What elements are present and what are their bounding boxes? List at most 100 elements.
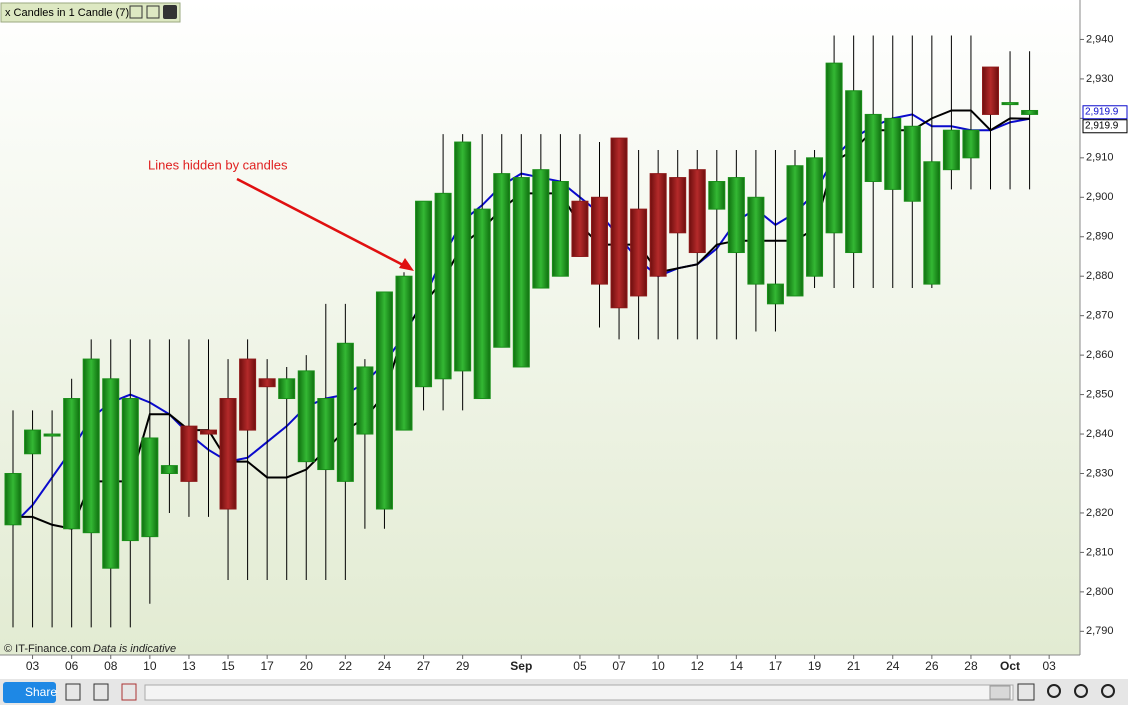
x-tick-label: 24 bbox=[886, 659, 900, 673]
candle-body bbox=[903, 125, 921, 202]
candle-body bbox=[219, 398, 237, 510]
candle-body bbox=[278, 378, 296, 400]
scroll-thumb[interactable] bbox=[989, 685, 1011, 700]
indicator-header[interactable] bbox=[0, 2, 181, 23]
note-text: Data is indicative bbox=[93, 643, 176, 655]
candle-body bbox=[121, 398, 139, 542]
candle-body bbox=[649, 173, 667, 277]
candle-body bbox=[239, 358, 257, 431]
x-tick-label: 28 bbox=[964, 659, 978, 673]
y-tick-label: 2,900 bbox=[1086, 191, 1114, 203]
candle-body bbox=[4, 472, 22, 526]
candle-body bbox=[160, 465, 178, 474]
toolbar-icon[interactable] bbox=[93, 683, 109, 701]
x-axis-area bbox=[0, 655, 1128, 679]
window-icon[interactable] bbox=[146, 5, 160, 19]
candle-body bbox=[591, 196, 608, 285]
candle-body bbox=[766, 283, 784, 305]
plot-area bbox=[0, 0, 1080, 655]
x-tick-label: 13 bbox=[182, 659, 196, 673]
scrollbar[interactable] bbox=[144, 684, 1014, 701]
indicator-title: x Candles in 1 Candle (7) bbox=[5, 7, 129, 19]
candle-body bbox=[982, 66, 999, 115]
arrow bbox=[236, 177, 406, 268]
candle-body bbox=[1001, 102, 1019, 106]
x-tick-label: 10 bbox=[143, 659, 157, 673]
candle-body bbox=[806, 157, 824, 277]
share-button[interactable] bbox=[3, 682, 56, 703]
arrow-head bbox=[399, 258, 414, 271]
toolbar-icon[interactable] bbox=[65, 683, 81, 701]
candle-body bbox=[336, 342, 354, 482]
share-label: Share bbox=[25, 685, 57, 699]
x-tick-label: 06 bbox=[65, 659, 79, 673]
candle-body bbox=[669, 177, 687, 234]
y-tick-label: 2,910 bbox=[1086, 152, 1114, 164]
x-tick-label: 19 bbox=[808, 659, 822, 673]
candle-body bbox=[395, 275, 413, 431]
candle-body bbox=[63, 398, 81, 530]
toolbar-icon[interactable] bbox=[1017, 683, 1035, 701]
candle-body bbox=[258, 378, 276, 388]
candle-body bbox=[845, 90, 863, 254]
settings-icon[interactable] bbox=[129, 5, 143, 19]
y-tick-label: 2,840 bbox=[1086, 428, 1114, 440]
x-tick-label: 22 bbox=[339, 659, 353, 673]
last-value-box bbox=[1082, 119, 1128, 134]
x-tick-label: 29 bbox=[456, 659, 470, 673]
candle-body bbox=[297, 370, 315, 463]
x-tick-label: 08 bbox=[104, 659, 118, 673]
candle-body bbox=[493, 173, 511, 348]
x-tick-label: 12 bbox=[691, 659, 705, 673]
candle-body bbox=[317, 398, 335, 471]
y-tick-label: 2,890 bbox=[1086, 231, 1114, 243]
candle-body bbox=[962, 129, 980, 159]
candle-body bbox=[532, 169, 550, 289]
candle-body bbox=[1021, 109, 1039, 115]
annotation: Lines hidden by candles bbox=[148, 157, 414, 271]
y-tick-label: 2,880 bbox=[1086, 270, 1114, 282]
candle-body bbox=[571, 200, 589, 257]
candle-body bbox=[942, 129, 960, 171]
zoom-out-icon[interactable] bbox=[1074, 684, 1088, 698]
x-tick-label: 07 bbox=[612, 659, 626, 673]
zoom-fit-icon[interactable] bbox=[1047, 684, 1061, 698]
x-tick-label: 21 bbox=[847, 659, 861, 673]
x-tick-label: 17 bbox=[260, 659, 274, 673]
candle-body bbox=[864, 113, 882, 183]
last-value-label: 2,919.9 bbox=[1085, 120, 1119, 131]
candle-body bbox=[825, 62, 843, 234]
plot bbox=[4, 35, 1039, 628]
y-tick-label: 2,810 bbox=[1086, 546, 1114, 558]
x-tick-label: 03 bbox=[26, 659, 40, 673]
y-tick-label: 2,790 bbox=[1086, 625, 1114, 637]
zoom-in-icon[interactable] bbox=[1101, 684, 1115, 698]
candle-body bbox=[630, 208, 648, 297]
candle-body bbox=[24, 429, 42, 455]
y-tick-label: 2,870 bbox=[1086, 310, 1114, 322]
candle-body bbox=[610, 137, 628, 309]
x-tick-label: 26 bbox=[925, 659, 939, 673]
y-tick-label: 2,860 bbox=[1086, 349, 1114, 361]
source-text: © IT-Finance.com bbox=[4, 643, 91, 655]
y-tick-label: 2,830 bbox=[1086, 467, 1114, 479]
candle-body bbox=[454, 141, 472, 372]
candle-body bbox=[551, 181, 569, 277]
y-tick-label: 2,940 bbox=[1086, 33, 1114, 45]
candle-body bbox=[473, 208, 491, 400]
candle-body bbox=[747, 196, 765, 285]
annotation-text: Lines hidden by candles bbox=[148, 157, 288, 172]
x-tick-label: 03 bbox=[1042, 659, 1056, 673]
last-value-box bbox=[1082, 105, 1128, 120]
y-tick-label: 2,930 bbox=[1086, 73, 1114, 85]
x-tick-label: 15 bbox=[221, 659, 235, 673]
y-tick-label: 2,820 bbox=[1086, 507, 1114, 519]
candle-body bbox=[923, 161, 941, 285]
x-tick-label: 14 bbox=[730, 659, 744, 673]
close-icon[interactable] bbox=[163, 5, 177, 19]
x-tick-label: Sep bbox=[510, 659, 532, 673]
candle-body bbox=[434, 192, 452, 380]
toolbar-icon[interactable] bbox=[121, 683, 137, 701]
x-tick-label: 20 bbox=[300, 659, 314, 673]
